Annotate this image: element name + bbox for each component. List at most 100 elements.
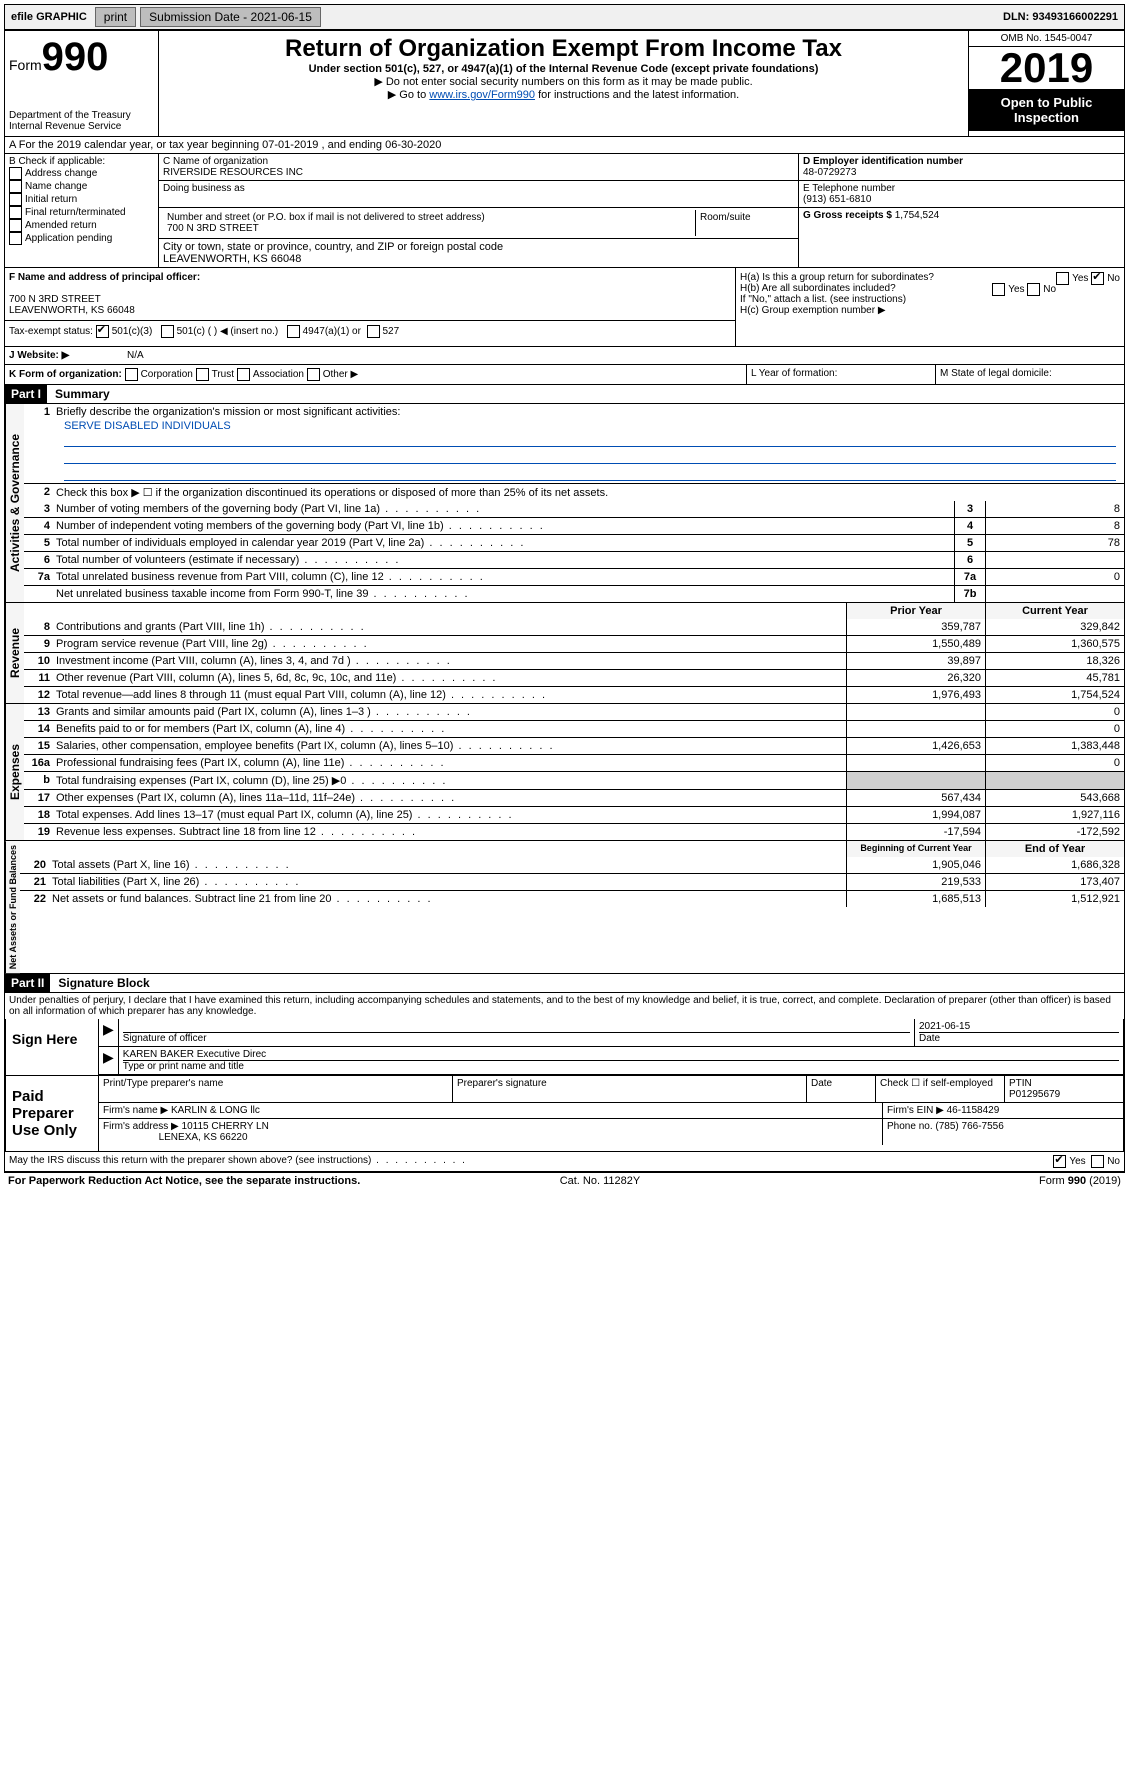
m-label: M State of legal domicile:: [935, 365, 1124, 384]
ptin-value: P01295679: [1009, 1089, 1060, 1100]
discuss-no[interactable]: [1091, 1155, 1104, 1168]
officer-addr2: LEAVENWORTH, KS 66048: [9, 305, 731, 316]
b-opt[interactable]: Amended return: [9, 219, 154, 232]
b-opt[interactable]: Name change: [9, 180, 154, 193]
summary-line: 14Benefits paid to or for members (Part …: [24, 720, 1124, 737]
form-ref: Form 990 (2019): [1039, 1175, 1121, 1187]
dba-label: Doing business as: [163, 183, 794, 194]
l-label: L Year of formation:: [746, 365, 935, 384]
vlabel-governance: Activities & Governance: [5, 404, 24, 602]
501c3-checkbox[interactable]: [96, 325, 109, 338]
part2-header: Part II Signature Block: [5, 974, 1124, 993]
part2-badge: Part II: [5, 974, 50, 992]
summary-line: Net unrelated business taxable income fr…: [24, 585, 1124, 602]
k-label: K Form of organization:: [9, 369, 122, 380]
f-label: F Name and address of principal officer:: [9, 272, 731, 283]
type-name-label: Type or print name and title: [123, 1060, 1119, 1072]
hb-label: H(b) Are all subordinates included?: [740, 283, 896, 294]
k-other[interactable]: [307, 368, 320, 381]
addr-label: Number and street (or P.O. box if mail i…: [167, 212, 691, 223]
firm-addr1: 10115 CHERRY LN: [182, 1121, 269, 1132]
website-value: N/A: [123, 347, 148, 364]
open-public-label: Open to Public Inspection: [969, 89, 1124, 131]
form-id-box: Form990 Department of the Treasury Inter…: [5, 31, 159, 136]
summary-line: 16aProfessional fundraising fees (Part I…: [24, 754, 1124, 771]
4947-checkbox[interactable]: [287, 325, 300, 338]
section-bcdefg: B Check if applicable: Address change Na…: [5, 154, 1124, 268]
sig-officer-label: Signature of officer: [123, 1032, 910, 1044]
summary-line: 5Total number of individuals employed in…: [24, 534, 1124, 551]
firm-ein-label: Firm's EIN ▶: [887, 1105, 944, 1116]
k-corp[interactable]: [125, 368, 138, 381]
arrow-icon: ▶: [99, 1047, 119, 1074]
topbar: efile GRAPHIC print Submission Date - 20…: [4, 4, 1125, 30]
mission-rule: [64, 466, 1116, 481]
paid-preparer-section: Paid Preparer Use Only Print/Type prepar…: [5, 1076, 1124, 1152]
box-b-label: B Check if applicable:: [9, 156, 154, 167]
b-opt[interactable]: Application pending: [9, 232, 154, 245]
col-beginning: Beginning of Current Year: [846, 841, 985, 857]
governance-section: Activities & Governance 1Briefly describ…: [5, 404, 1124, 603]
subtitle-1: Under section 501(c), 527, or 4947(a)(1)…: [163, 63, 964, 75]
dept-label: Department of the Treasury Internal Reve…: [9, 110, 154, 132]
ha-yes[interactable]: [1056, 272, 1069, 285]
discuss-label: May the IRS discuss this return with the…: [9, 1155, 371, 1166]
summary-line: 13Grants and similar amounts paid (Part …: [24, 704, 1124, 720]
box-b: B Check if applicable: Address change Na…: [5, 154, 159, 267]
q2-label: Check this box ▶ ☐ if the organization d…: [52, 484, 1124, 501]
part1-header: Part I Summary: [5, 385, 1124, 404]
gross-value: 1,754,524: [895, 210, 940, 221]
row-klm: K Form of organization: Corporation Trus…: [5, 365, 1124, 385]
summary-line: 11Other revenue (Part VIII, column (A), …: [24, 669, 1124, 686]
hb-no[interactable]: [1027, 283, 1040, 296]
date-label: Date: [919, 1032, 1119, 1044]
k-trust[interactable]: [196, 368, 209, 381]
vlabel-expenses: Expenses: [5, 704, 24, 840]
summary-line: 8Contributions and grants (Part VIII, li…: [24, 619, 1124, 635]
hb-yes[interactable]: [992, 283, 1005, 296]
discuss-row: May the IRS discuss this return with the…: [5, 1152, 1124, 1172]
netassets-section: Net Assets or Fund Balances Beginning of…: [5, 841, 1124, 974]
prep-date-label: Date: [807, 1076, 876, 1102]
submission-date-button[interactable]: Submission Date - 2021-06-15: [140, 7, 321, 27]
prep-name-label: Print/Type preparer's name: [99, 1076, 453, 1102]
ein-value: 48-0729273: [803, 167, 1120, 178]
efile-label: efile GRAPHIC: [5, 11, 93, 23]
mission-rule: [64, 449, 1116, 464]
col-end: End of Year: [985, 841, 1124, 857]
mission-rule: [64, 432, 1116, 447]
b-opt[interactable]: Initial return: [9, 193, 154, 206]
officer-name-title: KAREN BAKER Executive Direc: [123, 1049, 1119, 1060]
summary-line: 18Total expenses. Add lines 13–17 (must …: [24, 806, 1124, 823]
summary-line: 20Total assets (Part X, line 16)1,905,04…: [20, 857, 1124, 873]
discuss-yes[interactable]: [1053, 1155, 1066, 1168]
501c-checkbox[interactable]: [161, 325, 174, 338]
irs-link[interactable]: www.irs.gov/Form990: [429, 89, 535, 101]
ha-label: H(a) Is this a group return for subordin…: [740, 272, 934, 283]
website-label: J Website: ▶: [5, 347, 123, 364]
subtitle-2: ▶ Do not enter social security numbers o…: [163, 75, 964, 88]
part2-title: Signature Block: [50, 974, 157, 992]
dln-label: DLN: 93493166002291: [1003, 11, 1124, 23]
firm-addr2: LENEXA, KS 66220: [159, 1132, 248, 1143]
part1-title: Summary: [47, 385, 118, 403]
c-name-label: C Name of organization: [163, 156, 794, 167]
k-assoc[interactable]: [237, 368, 250, 381]
officer-addr1: 700 N 3RD STREET: [9, 294, 731, 305]
self-employed-check[interactable]: Check ☐ if self-employed: [876, 1076, 1005, 1102]
firm-name-label: Firm's name ▶: [103, 1105, 168, 1116]
expenses-section: Expenses 13Grants and similar amounts pa…: [5, 704, 1124, 841]
sign-here-label: Sign Here: [6, 1019, 99, 1075]
col-prior: Prior Year: [846, 603, 985, 619]
527-checkbox[interactable]: [367, 325, 380, 338]
summary-line: 21Total liabilities (Part X, line 26)219…: [20, 873, 1124, 890]
ha-no[interactable]: [1091, 272, 1104, 285]
box-f: F Name and address of principal officer:…: [5, 268, 736, 346]
firm-name: KARLIN & LONG llc: [171, 1105, 260, 1116]
mission-text: SERVE DISABLED INDIVIDUALS: [24, 420, 1124, 432]
b-opt[interactable]: Address change: [9, 167, 154, 180]
print-button[interactable]: print: [95, 7, 136, 27]
summary-line: 19Revenue less expenses. Subtract line 1…: [24, 823, 1124, 840]
b-opt[interactable]: Final return/terminated: [9, 206, 154, 219]
summary-line: 12Total revenue—add lines 8 through 11 (…: [24, 686, 1124, 703]
